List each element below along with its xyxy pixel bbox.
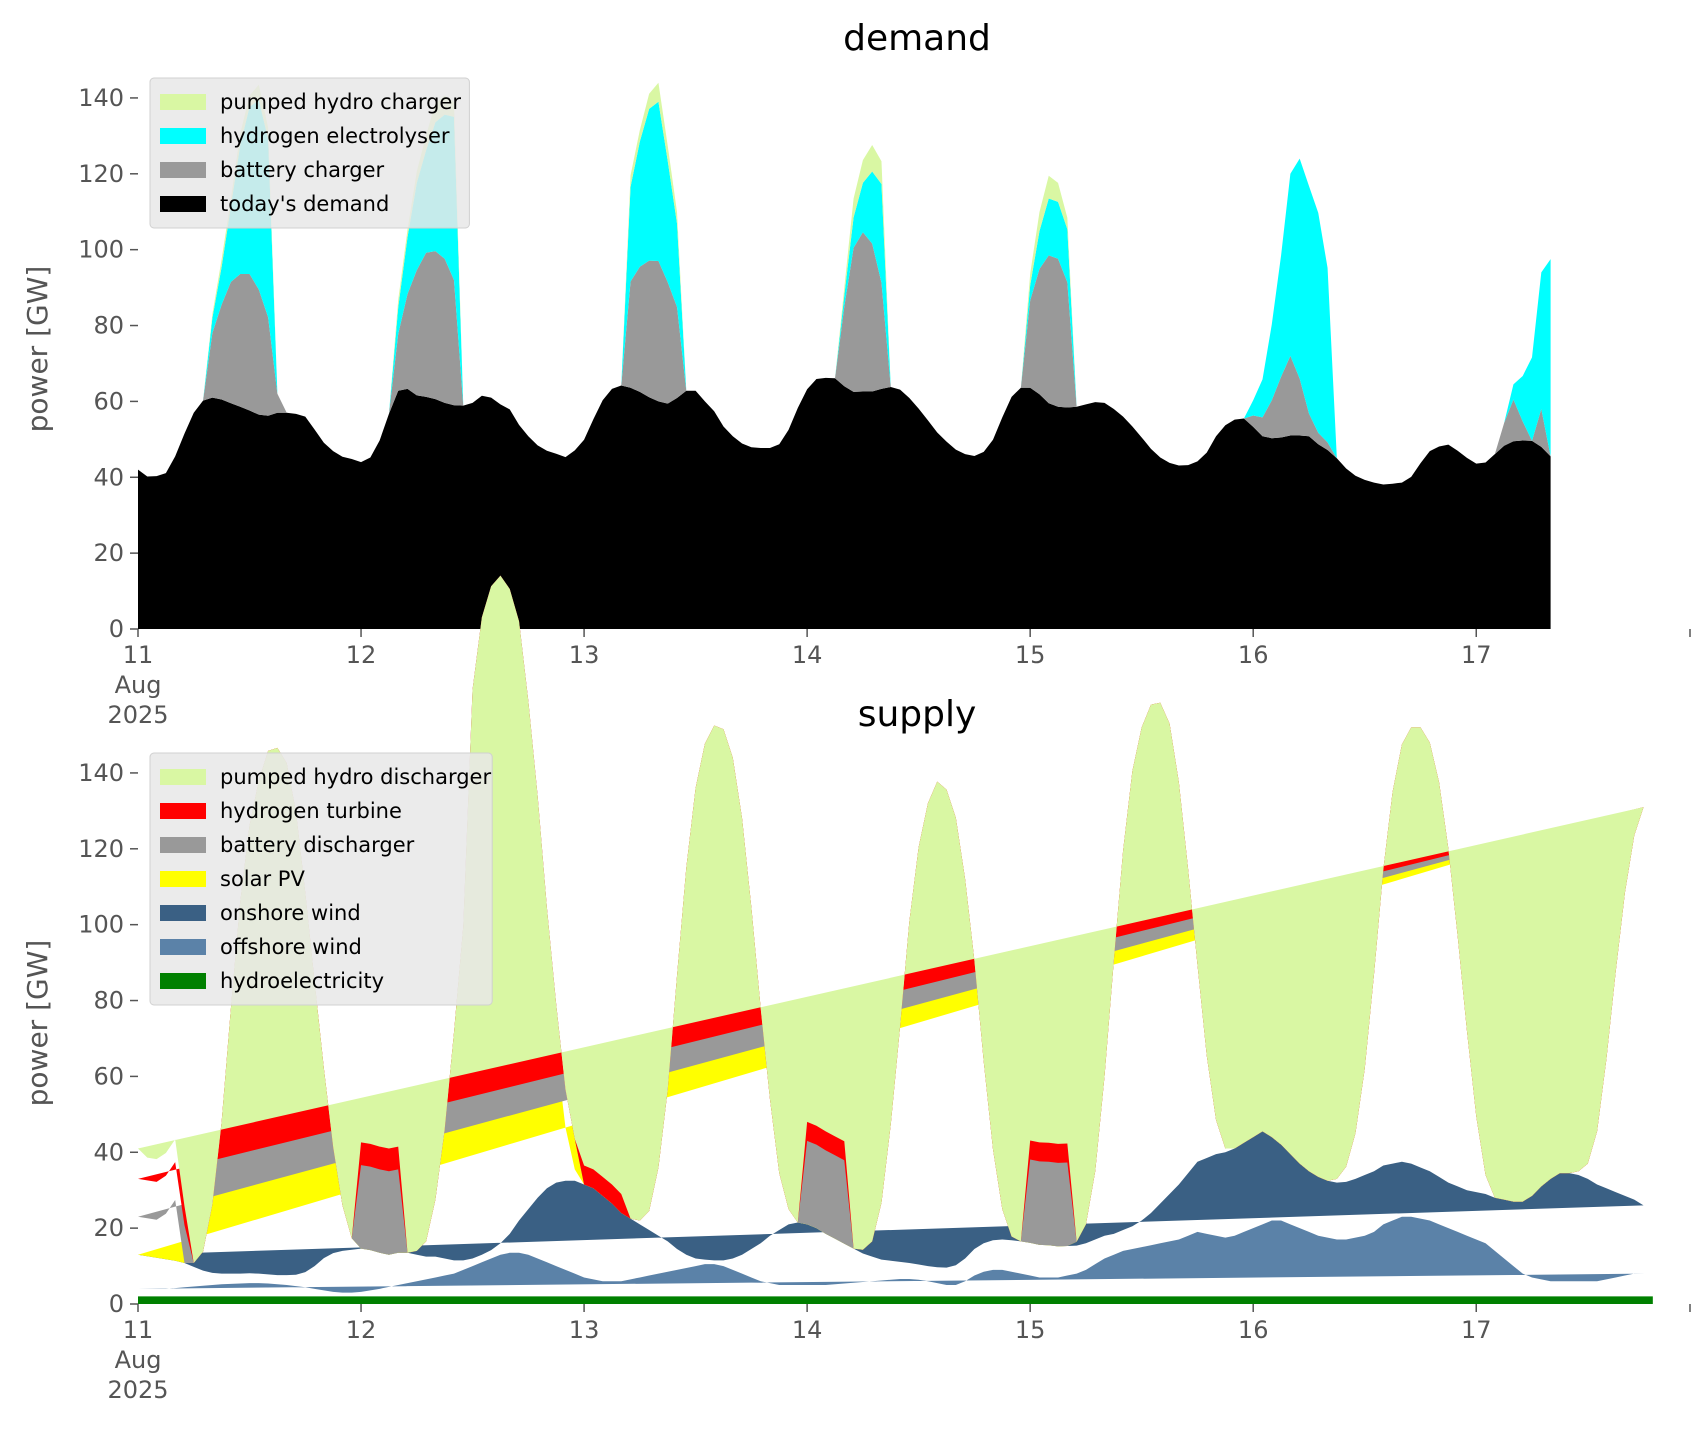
- demand-xtick-label: 14: [792, 641, 823, 669]
- demand-ytick-label: 40: [93, 463, 124, 491]
- demand-legend: pumped hydro charger hydrogen electrolyse…: [149, 77, 470, 229]
- supply-ytick-label: 140: [78, 759, 124, 787]
- supply-xtick-label: 11: [123, 1316, 154, 1344]
- demand-legend-label-today-s-demand: today's demand: [220, 192, 389, 216]
- supply-y-axis-label: power [GW]: [21, 940, 54, 1107]
- supply-xtick-label: 13: [569, 1316, 600, 1344]
- supply-legend-label-onshore-wind: onshore wind: [220, 901, 361, 925]
- supply-legend-swatch-hydroelectricity: [160, 973, 206, 989]
- demand-ytick-label: 20: [93, 539, 124, 567]
- supply-xtick-label: 17: [1461, 1316, 1492, 1344]
- demand-area-battery-charger: [138, 232, 1551, 485]
- demand-legend-swatch-today-s-demand: [160, 196, 206, 212]
- supply-ytick-label: 120: [78, 835, 124, 863]
- supply-legend-label-solar-pv: solar PV: [220, 867, 305, 891]
- supply-ytick-label: 0: [109, 1290, 124, 1318]
- supply-legend-label-offshore-wind: offshore wind: [220, 935, 362, 959]
- supply-ytick-label: 40: [93, 1138, 124, 1166]
- supply-xtick-label: 12: [346, 1316, 377, 1344]
- supply-ytick-label: 80: [93, 987, 124, 1015]
- supply-area-onshore-wind: [138, 1131, 1644, 1276]
- demand-legend-label-battery-charger: battery charger: [220, 158, 385, 182]
- demand-xtick-sublabel: 2025: [107, 701, 168, 729]
- demand-legend-swatch-battery-charger: [160, 162, 206, 178]
- demand-legend-swatch-hydrogen-electrolyser: [160, 128, 206, 144]
- demand-chart-title: demand: [843, 18, 991, 59]
- demand-ytick-label: 120: [78, 160, 124, 188]
- supply-legend-swatch-hydrogen-turbine: [160, 803, 206, 819]
- supply-legend-label-pumped-hydro-discharger: pumped hydro discharger: [220, 765, 491, 789]
- demand-area-today-s-demand: [138, 377, 1551, 629]
- supply-ytick-label: 60: [93, 1062, 124, 1090]
- demand-legend-swatch-pumped-hydro-charger: [160, 94, 206, 110]
- supply-legend-label-battery-discharger: battery discharger: [220, 833, 415, 857]
- demand-ytick-label: 60: [93, 387, 124, 415]
- demand-xtick-label: 17: [1461, 641, 1492, 669]
- demand-y-axis-label: power [GW]: [21, 266, 54, 433]
- supply-xtick-sublabel: 2025: [107, 1376, 168, 1404]
- supply-legend-label-hydroelectricity: hydroelectricity: [220, 969, 384, 993]
- demand-xtick-label: 11: [123, 641, 154, 669]
- supply-legend-swatch-battery-discharger: [160, 837, 206, 853]
- demand-ytick-label: 100: [78, 236, 124, 264]
- demand-xtick-label: 12: [346, 641, 377, 669]
- supply-xtick-sublabel: Aug: [115, 1346, 162, 1374]
- supply-chart: supply power [GW] 02040608010012014011Au…: [21, 575, 1691, 1404]
- demand-areas: [138, 82, 1551, 629]
- supply-ytick-label: 20: [93, 1214, 124, 1242]
- supply-legend-box: [149, 752, 493, 1006]
- demand-xtick-label: 13: [569, 641, 600, 669]
- supply-legend-swatch-offshore-wind: [160, 939, 206, 955]
- supply-chart-title: supply: [858, 694, 977, 735]
- demand-xtick-sublabel: Aug: [115, 671, 162, 699]
- demand-ytick-label: 0: [109, 615, 124, 643]
- supply-legend-swatch-solar-pv: [160, 871, 206, 887]
- demand-chart: demand power [GW] 0 20 40 60 80 100 120 140 11Au…: [21, 18, 1691, 729]
- demand-ytick-label: 140: [78, 84, 124, 112]
- demand-xtick-label: 15: [1015, 641, 1046, 669]
- supply-xtick-label: 16: [1238, 1316, 1269, 1344]
- supply-ytick-label: 100: [78, 911, 124, 939]
- supply-xtick-label: 15: [1015, 1316, 1046, 1344]
- demand-legend-label-pumped-hydro-charger: pumped hydro charger: [220, 90, 461, 114]
- supply-area-pumped-hydro-discharger: [138, 575, 1644, 1264]
- demand-ytick-label: 80: [93, 312, 124, 340]
- demand-legend-label-hydrogen-electrolyser: hydrogen electrolyser: [220, 124, 450, 148]
- supply-areas: [138, 575, 1653, 1304]
- supply-legend-swatch-onshore-wind: [160, 905, 206, 921]
- supply-legend-swatch-pumped-hydro-discharger: [160, 769, 206, 785]
- supply-xtick-label: 14: [792, 1316, 823, 1344]
- demand-legend-box: [149, 77, 470, 229]
- supply-legend: pumped hydro discharger hydrogen turbine b…: [149, 752, 493, 1006]
- supply-legend-label-hydrogen-turbine: hydrogen turbine: [220, 799, 402, 823]
- supply-area-offshore-wind: [138, 1216, 1644, 1293]
- supply-area-hydroelectricity: [138, 1296, 1653, 1304]
- demand-xtick-label: 16: [1238, 641, 1269, 669]
